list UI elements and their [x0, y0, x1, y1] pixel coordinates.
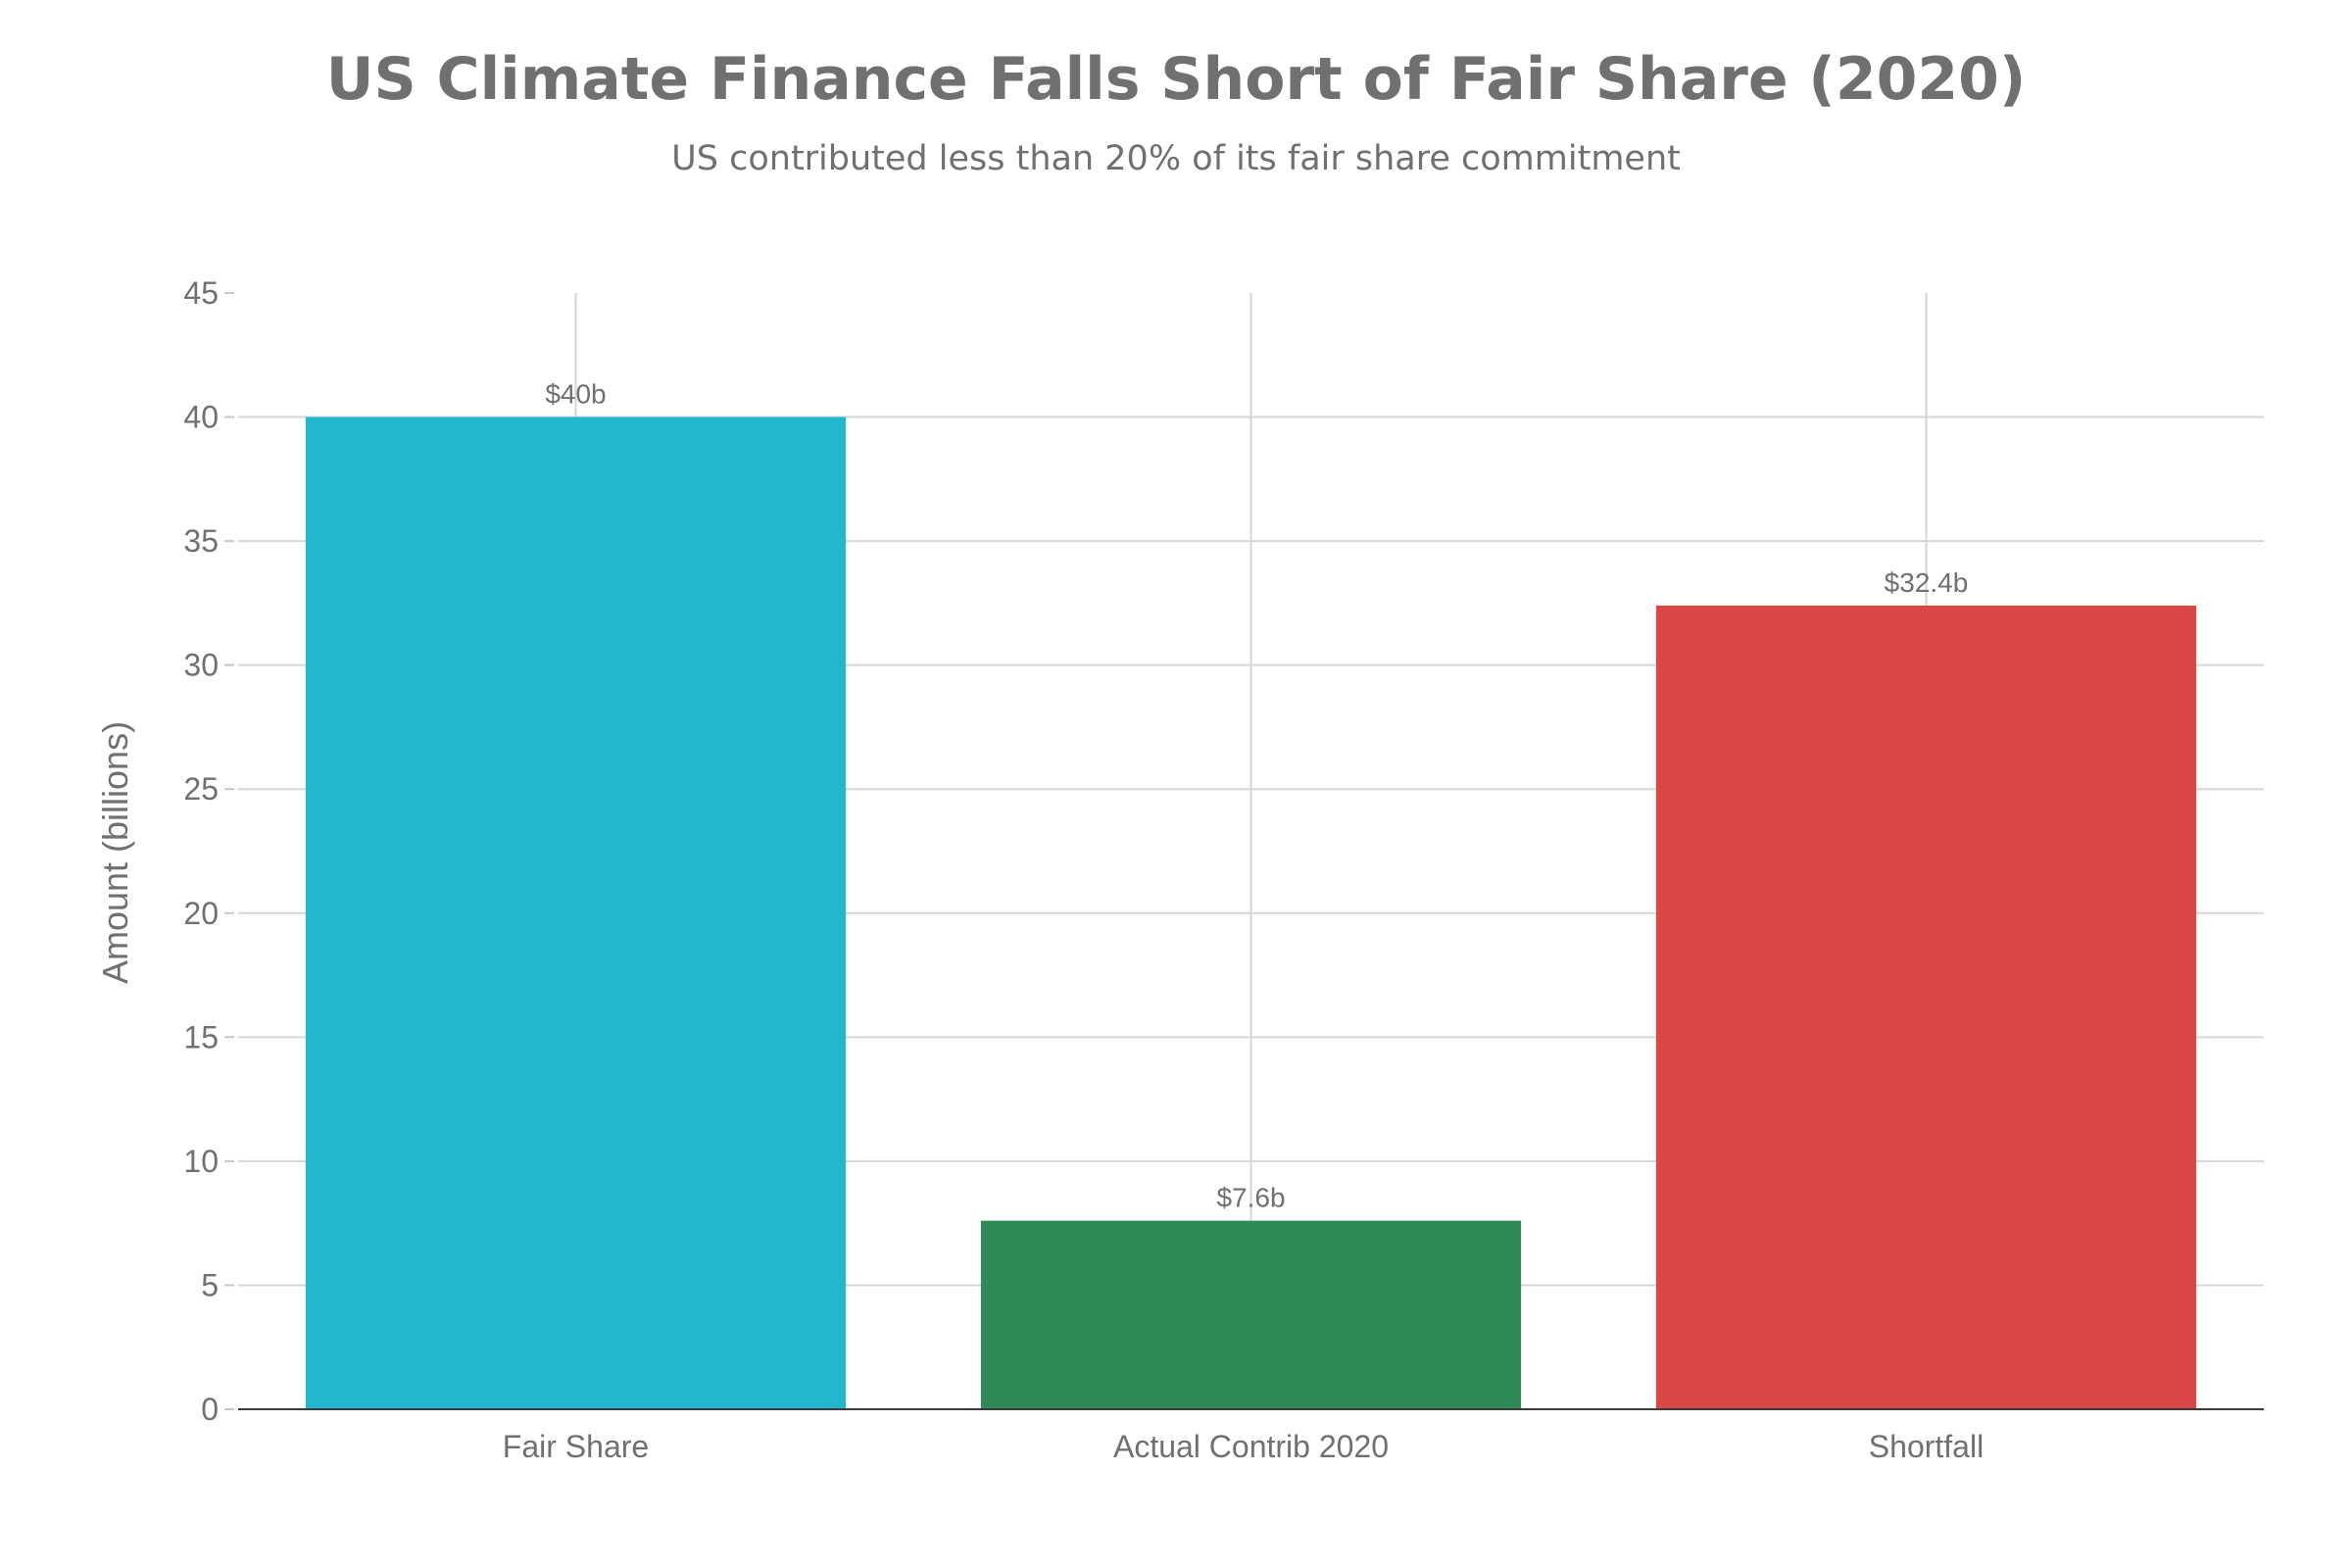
x-category-label: Fair Share	[503, 1429, 649, 1464]
y-tick-label: 10	[183, 1144, 219, 1179]
bar-actual-contrib-2020	[980, 1220, 1522, 1409]
data-label: $40b	[545, 379, 606, 410]
x-category-label: Actual Contrib 2020	[1113, 1429, 1389, 1464]
bar-fair-share	[305, 416, 847, 1409]
y-tick-label: 40	[183, 400, 219, 435]
chart-title: US Climate Finance Falls Short of Fair S…	[325, 45, 2027, 114]
labels: 0 5 10 15 20 25 30 35 40 45 $40b Fair Share $7.6b Act…	[183, 275, 1984, 1464]
data-label: $7.6b	[1216, 1183, 1285, 1213]
y-tick-label: 0	[201, 1392, 219, 1427]
axes	[224, 292, 2264, 1410]
y-tick-label: 25	[183, 771, 219, 807]
y-tick-label: 45	[183, 275, 219, 311]
x-category-label: Shortfall	[1869, 1429, 1984, 1464]
chart-subtitle: US contributed less than 20% of its fair…	[671, 139, 1681, 178]
bar-shortfall	[1655, 605, 2197, 1409]
y-tick-label: 30	[183, 648, 219, 683]
data-label: $32.4b	[1885, 567, 1969, 598]
bars	[305, 416, 2197, 1409]
y-tick-label: 5	[201, 1267, 219, 1302]
y-tick-label: 15	[183, 1019, 219, 1054]
y-tick-label: 20	[183, 896, 219, 931]
y-tick-label: 35	[183, 523, 219, 559]
y-axis-title: Amount (billions)	[95, 721, 135, 984]
